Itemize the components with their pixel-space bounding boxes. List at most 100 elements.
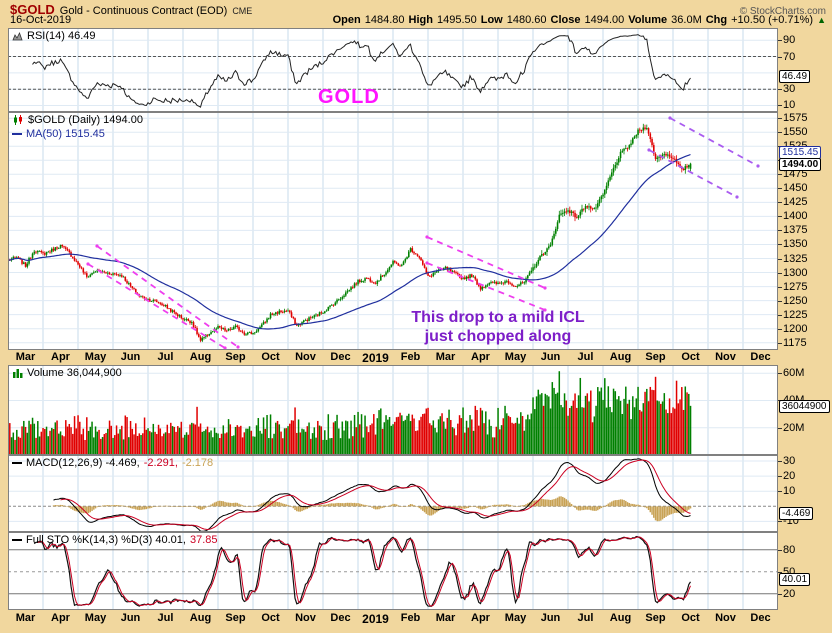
axis-tick <box>778 118 782 119</box>
macd-plot <box>8 455 778 532</box>
x-axis-month-label: Oct <box>681 612 700 624</box>
sto-legend-text: Full STO %K(14,3) %D(3) 40.01, <box>26 534 186 546</box>
axis-tick <box>778 230 782 231</box>
sto-legend: Full STO %K(14,3) %D(3) 40.01, 37.85 <box>12 534 218 546</box>
axis-tick <box>778 301 782 302</box>
axis-label: 70 <box>783 51 796 63</box>
x-axis-month-label: Jun <box>540 612 561 624</box>
low-label: Low <box>480 14 503 26</box>
axis-label: 1300 <box>783 267 808 279</box>
axis-tick <box>778 273 782 274</box>
x-axis-month-label: Oct <box>261 612 280 624</box>
axis-tick <box>778 105 782 106</box>
chg-up-arrow-icon: ▲ <box>817 15 826 25</box>
x-axis-month-label: Nov <box>715 612 736 624</box>
x-axis-month-label: Sep <box>645 351 666 363</box>
x-axis-month-label: Feb <box>400 351 421 363</box>
x-axis-month-label: Sep <box>225 351 246 363</box>
x-axis-month-label: Oct <box>681 351 700 363</box>
axis-tick <box>778 315 782 316</box>
x-axis-month-label: Dec <box>750 351 771 363</box>
axis-label: 20 <box>783 588 796 600</box>
x-axis-month-label: Mar <box>15 612 36 624</box>
x-axis-month-label: Oct <box>261 351 280 363</box>
axis-label: 20M <box>783 422 805 434</box>
axis-label: 90 <box>783 34 796 46</box>
price-plot <box>8 112 778 350</box>
volume-value-box: 36044900 <box>779 400 830 413</box>
x-axis-month-label: Dec <box>330 351 351 363</box>
x-axis-month-label: Apr <box>471 612 490 624</box>
macd-value-box: -4.469 <box>779 507 814 520</box>
axis-tick <box>778 132 782 133</box>
sto-d-value: 37.85 <box>189 534 218 546</box>
volume-legend: Volume 36,044,900 <box>12 367 122 379</box>
icl-note-line1: This drop to a mild ICL <box>411 309 585 326</box>
candlestick-icon <box>14 115 22 125</box>
rsi-plot <box>8 28 778 112</box>
axis-tick <box>778 572 782 573</box>
low-value: 1480.60 <box>506 14 547 26</box>
x-axis-month-label: Jun <box>120 351 141 363</box>
x-axis-month-label: Nov <box>715 351 736 363</box>
x-axis-month-label: 2019 <box>362 612 389 626</box>
macd-signal-value: -2.291, <box>143 457 178 469</box>
axis-tick <box>778 188 782 189</box>
macd-panel: MACD(12,26,9) -4.469, -2.291, -2.178 <box>8 455 778 532</box>
rsi-legend: RSI(14) 46.49 <box>12 30 95 42</box>
rsi-value-box: 46.49 <box>779 70 811 83</box>
axis-label: 30 <box>783 83 796 95</box>
x-axis-month-label: Feb <box>400 612 421 624</box>
volume-panel: Volume 36,044,900 <box>8 365 778 455</box>
close-label: Close <box>550 14 581 26</box>
ma-legend-text: MA(50) 1515.45 <box>26 128 105 140</box>
macd-legend: MACD(12,26,9) -4.469, -2.291, -2.178 <box>12 457 213 469</box>
axis-label: 1350 <box>783 238 808 250</box>
axis-label: 1425 <box>783 196 808 208</box>
axis-label: 1275 <box>783 281 808 293</box>
open-label: Open <box>332 14 361 26</box>
icl-note-annotation: This drop to a mild ICL just chopped alo… <box>392 308 604 346</box>
volume-plot <box>8 365 778 455</box>
axis-label: 1575 <box>783 112 808 124</box>
sto-value-box: 40.01 <box>779 573 811 586</box>
axis-tick <box>778 594 782 595</box>
axis-tick <box>778 491 782 492</box>
axis-tick <box>778 329 782 330</box>
symbol-label: $GOLD <box>10 2 55 17</box>
icl-note-line2: just chopped along <box>424 328 572 345</box>
axis-tick <box>778 202 782 203</box>
macd-legend-text: MACD(12,26,9) -4.469, <box>26 457 140 469</box>
x-axis-month-label: Nov <box>295 351 316 363</box>
x-axis-month-label: Jun <box>120 612 141 624</box>
x-axis-month-label: Apr <box>51 612 70 624</box>
price-legend-text: $GOLD (Daily) 1494.00 <box>28 114 143 126</box>
x-axis-month-label: Jul <box>577 351 594 363</box>
x-axis-month-label: Aug <box>609 612 632 624</box>
volume-value: 36.0M <box>671 14 702 26</box>
chart-header-line2: 16-Oct-2019 Open 1484.80 High 1495.50 Lo… <box>10 14 826 27</box>
chg-value: +10.50 (+0.71%) <box>731 14 814 26</box>
x-axis-month-label: Mar <box>15 351 36 363</box>
quote-strip: Open 1484.80 High 1495.50 Low 1480.60 Cl… <box>333 14 826 26</box>
axis-label: 1375 <box>783 224 808 236</box>
stochastics-plot <box>8 532 778 610</box>
axis-tick <box>778 259 782 260</box>
macd-histogram-value: -2.178 <box>181 457 214 469</box>
x-axis-month-label: Dec <box>330 612 351 624</box>
axis-tick <box>778 476 782 477</box>
rsi-panel: RSI(14) 46.49 <box>8 28 778 112</box>
x-axis-month-label: Jul <box>157 612 174 624</box>
copyright-label: © StockCharts.com <box>739 6 826 17</box>
axis-tick <box>778 89 782 90</box>
x-axis-month-label: Nov <box>295 612 316 624</box>
axis-label: 1550 <box>783 126 808 138</box>
axis-label: 10 <box>783 99 796 111</box>
axis-label: 1175 <box>783 337 807 349</box>
x-axis-month-label: Aug <box>189 351 212 363</box>
x-axis-month-label: Aug <box>609 351 632 363</box>
price-panel: $GOLD (Daily) 1494.00 MA(50) 1515.45 <box>8 112 778 350</box>
volume-bars-icon <box>13 368 23 378</box>
indicator-icon <box>12 31 23 40</box>
